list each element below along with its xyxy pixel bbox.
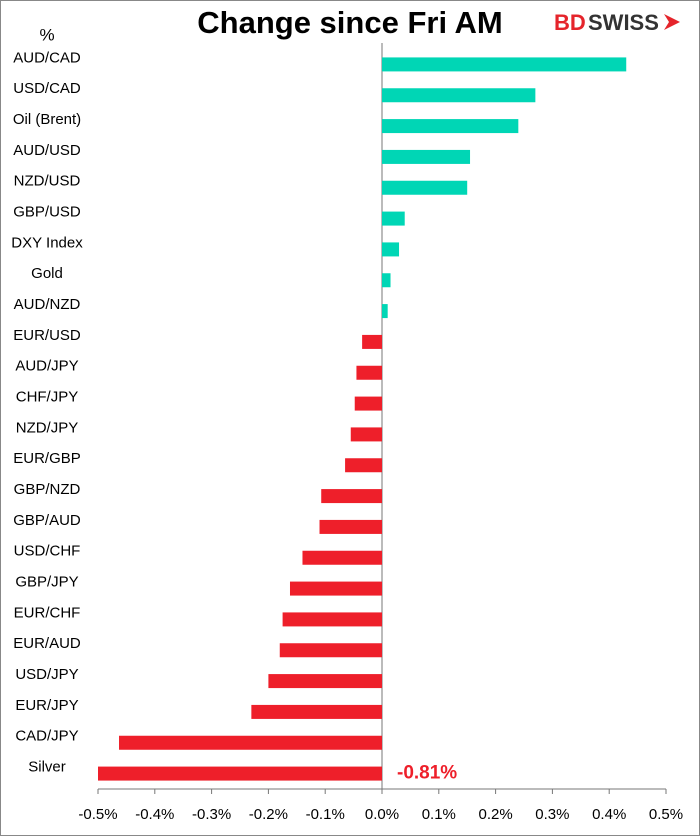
x-tick-label: 0.2% [478, 806, 512, 823]
bar [282, 612, 382, 627]
y-tick-label: Silver [28, 759, 66, 776]
bar [356, 365, 382, 380]
bar [382, 88, 536, 103]
bar [289, 581, 382, 596]
x-tick-label: -0.2% [249, 806, 288, 823]
x-tick-label: -0.3% [192, 806, 231, 823]
y-tick-label: EUR/CHF [14, 604, 81, 621]
y-tick-label: AUD/USD [13, 142, 81, 159]
y-tick-label: NZD/JPY [16, 419, 79, 436]
x-tick-label: -0.1% [306, 806, 345, 823]
x-tick-label: 0.5% [649, 806, 683, 823]
bar [382, 273, 391, 288]
bar [382, 149, 471, 164]
bar [302, 550, 382, 565]
bar [382, 180, 468, 195]
bar [279, 643, 382, 658]
bar [354, 396, 382, 411]
bar [382, 57, 627, 72]
value-label: -0.81% [397, 763, 457, 784]
y-tick-label: Gold [31, 265, 63, 282]
x-tick-label: 0.0% [365, 806, 399, 823]
chart-title: Change since Fri AM [197, 5, 502, 40]
y-tick-label: GBP/NZD [14, 481, 81, 498]
bar [382, 304, 388, 319]
logo: BD SWISS [554, 10, 680, 35]
bar [321, 489, 382, 504]
logo-part: SWISS [588, 10, 659, 35]
bar [350, 427, 382, 442]
y-tick-label: GBP/JPY [15, 574, 78, 591]
bar [251, 704, 382, 719]
bar [345, 458, 382, 473]
bar [382, 119, 519, 134]
x-tick-label: -0.5% [78, 806, 117, 823]
bar [119, 735, 383, 750]
bar [362, 334, 382, 349]
y-tick-label: EUR/JPY [15, 697, 78, 714]
y-tick-label: GBP/AUD [13, 512, 81, 529]
bar [319, 519, 382, 534]
bar [98, 766, 383, 781]
unit-label: % [39, 25, 54, 44]
y-tick-label: USD/CAD [13, 80, 81, 97]
bar [268, 674, 382, 689]
logo-part: BD [554, 10, 586, 35]
y-tick-label: USD/JPY [15, 666, 78, 683]
y-tick-label: EUR/USD [13, 327, 81, 344]
x-tick-label: -0.4% [135, 806, 174, 823]
x-tick-label: 0.4% [592, 806, 626, 823]
bar [382, 211, 405, 226]
y-tick-label: CHF/JPY [16, 389, 79, 406]
y-tick-label: AUD/JPY [15, 358, 78, 375]
bars [98, 57, 627, 781]
logo-arrow [664, 14, 680, 30]
y-tick-label: DXY Index [11, 234, 83, 251]
bar [382, 242, 400, 257]
x-tick-label: 0.1% [422, 806, 456, 823]
y-tick-label: NZD/USD [14, 173, 81, 190]
y-tick-label: USD/CHF [14, 543, 81, 560]
y-tick-label: Oil (Brent) [13, 111, 81, 128]
y-tick-label: EUR/GBP [13, 450, 81, 467]
y-tick-label: AUD/CAD [13, 49, 81, 66]
y-tick-label: CAD/JPY [15, 728, 78, 745]
x-tick-label: 0.3% [535, 806, 569, 823]
y-tick-label: AUD/NZD [14, 296, 81, 313]
y-tick-label: GBP/USD [13, 204, 81, 221]
y-tick-label: EUR/AUD [13, 635, 81, 652]
